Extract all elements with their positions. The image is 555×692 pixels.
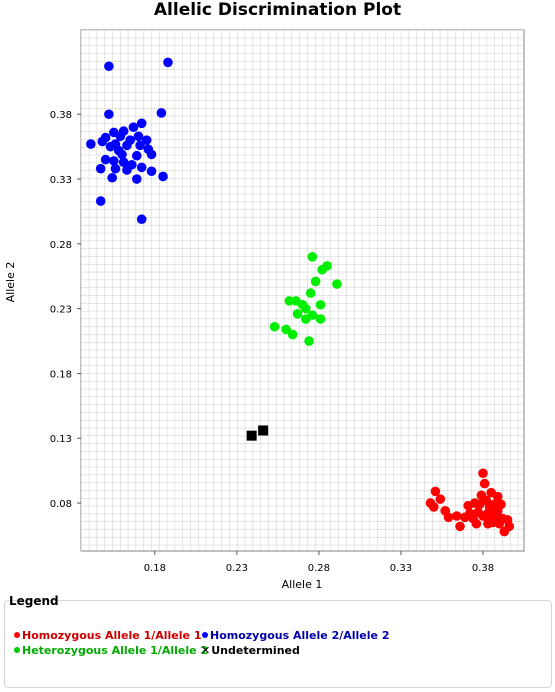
legend-label: Undetermined: [211, 644, 300, 657]
data-point-series-0: [483, 518, 493, 529]
y-axis-label: Allele 2: [4, 262, 17, 303]
data-point-series-1: [95, 196, 106, 206]
data-point-series-1: [115, 131, 126, 142]
legend-label: Homozygous Allele 1/Allele 1: [22, 629, 202, 642]
data-point-series-2: [281, 324, 291, 335]
x-tick-label: 0.33: [390, 563, 412, 574]
data-points: [86, 57, 515, 537]
data-point-series-1: [136, 214, 147, 225]
data-point-series-1: [156, 108, 167, 118]
data-point-series-1: [104, 61, 114, 72]
y-tick-label: 0.23: [50, 305, 72, 316]
data-point-series-2: [307, 252, 318, 262]
green-dot-icon: [14, 647, 20, 653]
red-dot-icon: [14, 632, 20, 638]
legend-item-homozygous-allele-1: Homozygous Allele 1/Allele 1: [14, 629, 201, 642]
y-axis-ticks: 0.08 0.13 0.18 0.23 0.28 0.33 0.38: [50, 110, 81, 510]
legend-item-heterozygous: Heterozygous Allele 1/Allele 2: [14, 644, 208, 657]
data-point-series-1: [136, 162, 147, 173]
data-point-series-1: [107, 172, 117, 183]
x-axis-label: Allele 1: [282, 578, 323, 591]
x-tick-label: 0.38: [472, 563, 494, 574]
data-point-series-1: [95, 163, 106, 174]
data-point-series-2: [300, 303, 311, 314]
data-point-series-0: [488, 507, 498, 517]
y-tick-label: 0.13: [50, 434, 72, 445]
x-axis-ticks: 0.18 0.23 0.28 0.33 0.38: [144, 551, 494, 574]
data-point-series-2: [310, 276, 321, 287]
x-tick-label: 0.18: [144, 563, 166, 574]
data-point-series-2: [317, 264, 327, 275]
data-point-series-1: [118, 157, 129, 167]
data-point-series-1: [113, 145, 124, 156]
data-point-series-2: [284, 296, 295, 306]
data-point-series-2: [332, 279, 342, 289]
data-point-series-2: [305, 288, 316, 298]
data-point-series-1: [133, 131, 144, 142]
data-point-series-1: [158, 171, 168, 182]
data-point-series-1: [146, 166, 157, 177]
legend-item-undetermined: ✕Undetermined: [201, 644, 300, 657]
data-point-series-0: [435, 494, 446, 504]
y-tick-label: 0.08: [50, 499, 72, 510]
data-point-series-1: [131, 150, 142, 161]
blue-dot-icon: [202, 632, 208, 638]
data-point-series-0: [478, 468, 488, 479]
data-point-series-1: [109, 156, 119, 166]
y-tick-label: 0.38: [50, 110, 72, 121]
data-point-series-0: [451, 511, 462, 521]
data-point-series-0: [428, 502, 439, 512]
chart-title: Allelic Discrimination Plot: [153, 0, 402, 20]
data-point-series-1: [146, 149, 157, 160]
data-point-series-1: [135, 140, 145, 151]
data-point-series-2: [269, 321, 280, 332]
x-tick-label: 0.28: [308, 563, 330, 574]
legend-label: Heterozygous Allele 1/Allele 2: [22, 644, 209, 657]
x-mark-icon: ✕: [201, 644, 211, 657]
legend-item-homozygous-allele-2: Homozygous Allele 2/Allele 2: [202, 629, 389, 642]
data-point-series-1: [122, 165, 132, 175]
y-tick-label: 0.28: [50, 240, 72, 251]
data-point-series-0: [504, 521, 515, 532]
data-point-series-1: [141, 135, 152, 145]
data-point-series-2: [292, 309, 303, 319]
data-point-series-1: [131, 174, 142, 184]
data-point-series-1: [104, 109, 114, 120]
plot-grid: [81, 30, 524, 551]
data-point-undetermined: [246, 430, 257, 441]
data-point-series-2: [304, 336, 314, 346]
data-point-series-0: [496, 499, 506, 510]
data-point-series-0: [471, 518, 482, 529]
data-point-series-2: [315, 314, 326, 324]
data-point-series-1: [128, 122, 139, 133]
data-point-series-0: [492, 491, 503, 502]
data-point-series-1: [110, 163, 121, 174]
data-point-series-2: [315, 299, 326, 310]
data-point-series-1: [97, 136, 108, 147]
data-point-series-1: [122, 140, 132, 151]
legend-box: [4, 600, 552, 688]
scatter-chart: 0.18 0.23 0.28 0.33 0.38 0.08 0.13 0.18 0.23 0.2…: [4, 29, 525, 591]
x-tick-label: 0.23: [226, 563, 248, 574]
data-point-series-0: [479, 478, 490, 489]
data-point-series-1: [163, 57, 173, 68]
data-point-series-0: [478, 511, 488, 521]
data-point-series-2: [287, 329, 298, 340]
legend-title: Legend: [9, 594, 59, 608]
data-point-series-0: [443, 512, 454, 523]
data-point-series-2: [300, 314, 311, 324]
data-point-series-0: [455, 521, 465, 532]
data-point-series-0: [430, 486, 441, 497]
data-point-undetermined: [258, 425, 269, 436]
y-tick-label: 0.33: [50, 175, 72, 186]
legend-label: Homozygous Allele 2/Allele 2: [210, 629, 390, 642]
data-point-series-1: [100, 154, 111, 165]
y-tick-label: 0.18: [50, 369, 72, 380]
data-point-series-1: [136, 118, 147, 129]
data-point-series-1: [86, 139, 96, 149]
